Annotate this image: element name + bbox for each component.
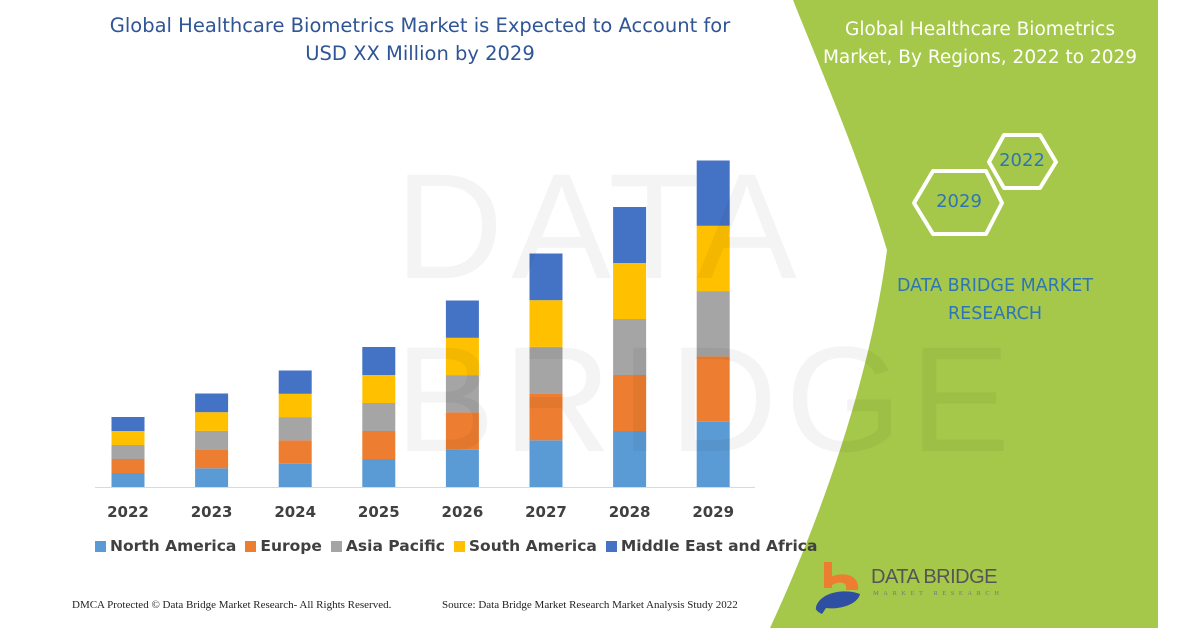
- bar-segment-europe-2029: [696, 356, 730, 422]
- bar-segment-middle-east-and-africa-2029: [696, 160, 730, 226]
- side-title-line-2: Market, By Regions, 2022 to 2029: [822, 47, 1138, 68]
- x-tick-label: 2024: [274, 503, 316, 521]
- watermark: DATA BRIDGE: [395, 140, 1200, 486]
- brand-text: DATA BRIDGE MARKET RESEARCH: [890, 272, 1100, 328]
- x-tick-label: 2029: [692, 503, 734, 521]
- bar-segment-south-america-2023: [195, 412, 229, 431]
- hex-label-2029: 2029: [936, 191, 982, 212]
- bar-segment-asia-pacific-2029: [696, 291, 730, 357]
- bar-segment-south-america-2028: [613, 263, 647, 319]
- bar-segment-south-america-2024: [278, 393, 312, 418]
- bar-segment-south-america-2027: [529, 300, 563, 347]
- bar-segment-north-america-2024: [278, 463, 312, 487]
- bar-segment-middle-east-and-africa-2028: [613, 207, 647, 263]
- bar-segment-europe-2025: [362, 431, 396, 459]
- x-tick-label: 2027: [525, 503, 567, 521]
- bar-segment-south-america-2025: [362, 375, 396, 403]
- legend-label: Asia Pacific: [345, 537, 445, 555]
- bar-segment-asia-pacific-2027: [529, 346, 563, 394]
- logo-text: DATA BRIDGE: [871, 566, 998, 588]
- legend-swatch: [245, 540, 257, 552]
- legend-label: South America: [468, 537, 597, 555]
- side-panel-title: Global Healthcare Biometrics Market, By …: [810, 16, 1150, 72]
- bar-segment-south-america-2022: [111, 431, 145, 445]
- bar-segment-europe-2023: [195, 449, 229, 469]
- bar-segment-asia-pacific-2022: [111, 445, 145, 459]
- bar-segment-asia-pacific-2028: [613, 319, 647, 375]
- chart-legend: North America Europe Asia Pacific South …: [95, 537, 817, 555]
- bar-segment-north-america-2023: [195, 468, 229, 487]
- bar-segment-north-america-2027: [529, 440, 563, 487]
- logo-subtext: MARKET RESEARCH: [873, 590, 1004, 597]
- bar-segment-middle-east-and-africa-2025: [362, 347, 396, 375]
- title-line-1: Global Healthcare Biometrics Market is E…: [109, 14, 731, 37]
- bar-segment-europe-2026: [445, 412, 479, 450]
- legend-swatch: [605, 540, 617, 552]
- bar-segment-south-america-2026: [445, 337, 479, 376]
- legend-swatch: [453, 540, 465, 552]
- legend-label: North America: [110, 537, 237, 555]
- bar-segment-north-america-2026: [445, 449, 479, 487]
- bar-segment-north-america-2029: [696, 421, 730, 487]
- bar-segment-europe-2028: [613, 375, 647, 431]
- source-note: Source: Data Bridge Market Research Mark…: [442, 599, 738, 611]
- x-tick-label: 2025: [358, 503, 400, 521]
- bar-segment-north-america-2025: [362, 459, 396, 487]
- bar-segment-north-america-2022: [111, 473, 145, 487]
- legend-item-middle-east-africa: Middle East and Africa: [605, 537, 818, 555]
- bar-segment-asia-pacific-2024: [278, 417, 312, 441]
- legend-swatch: [95, 540, 106, 552]
- bar-segment-asia-pacific-2025: [362, 403, 396, 431]
- legend-item-south-america: South America: [453, 537, 597, 555]
- x-tick-label: 2028: [609, 503, 651, 521]
- brand-line-1: DATA BRIDGE MARKET: [896, 276, 1094, 296]
- title-line-2: USD XX Million by 2029: [305, 42, 535, 65]
- legend-item-north-america: North America: [95, 537, 236, 555]
- hex-label-2022: 2022: [999, 150, 1045, 171]
- brand-line-2: RESEARCH: [947, 304, 1043, 324]
- chart-title: Global Healthcare Biometrics Market is E…: [90, 12, 750, 68]
- x-tick-label: 2026: [442, 503, 484, 521]
- bar-segment-middle-east-and-africa-2024: [278, 370, 312, 394]
- legend-item-europe: Europe: [245, 537, 322, 555]
- bar-segment-europe-2022: [111, 459, 145, 473]
- bar-segment-middle-east-and-africa-2023: [195, 393, 229, 413]
- legend-swatch: [330, 540, 342, 552]
- legend-item-asia-pacific: Asia Pacific: [330, 537, 445, 555]
- bar-segment-asia-pacific-2023: [195, 430, 229, 450]
- hexagon-2022: [987, 133, 1058, 190]
- legend-label: Europe: [260, 537, 322, 555]
- bar-segment-asia-pacific-2026: [445, 375, 479, 413]
- hexagon-2029: [912, 169, 1004, 236]
- bar-segment-europe-2027: [529, 393, 563, 441]
- legend-label: Middle East and Africa: [620, 537, 818, 555]
- green-side-panel: [770, 0, 1158, 628]
- x-tick-label: 2023: [191, 503, 233, 521]
- side-title-line-1: Global Healthcare Biometrics: [845, 19, 1115, 40]
- bar-segment-north-america-2028: [613, 431, 647, 487]
- bar-segment-middle-east-and-africa-2027: [529, 253, 563, 301]
- bar-segment-middle-east-and-africa-2026: [445, 300, 479, 338]
- dmca-notice: DMCA Protected © Data Bridge Market Rese…: [72, 599, 392, 611]
- bar-segment-south-america-2029: [696, 225, 730, 292]
- bar-segment-europe-2024: [278, 440, 312, 464]
- logo-icon: [815, 562, 860, 614]
- bar-segment-middle-east-and-africa-2022: [111, 417, 145, 431]
- x-tick-label: 2022: [107, 503, 149, 521]
